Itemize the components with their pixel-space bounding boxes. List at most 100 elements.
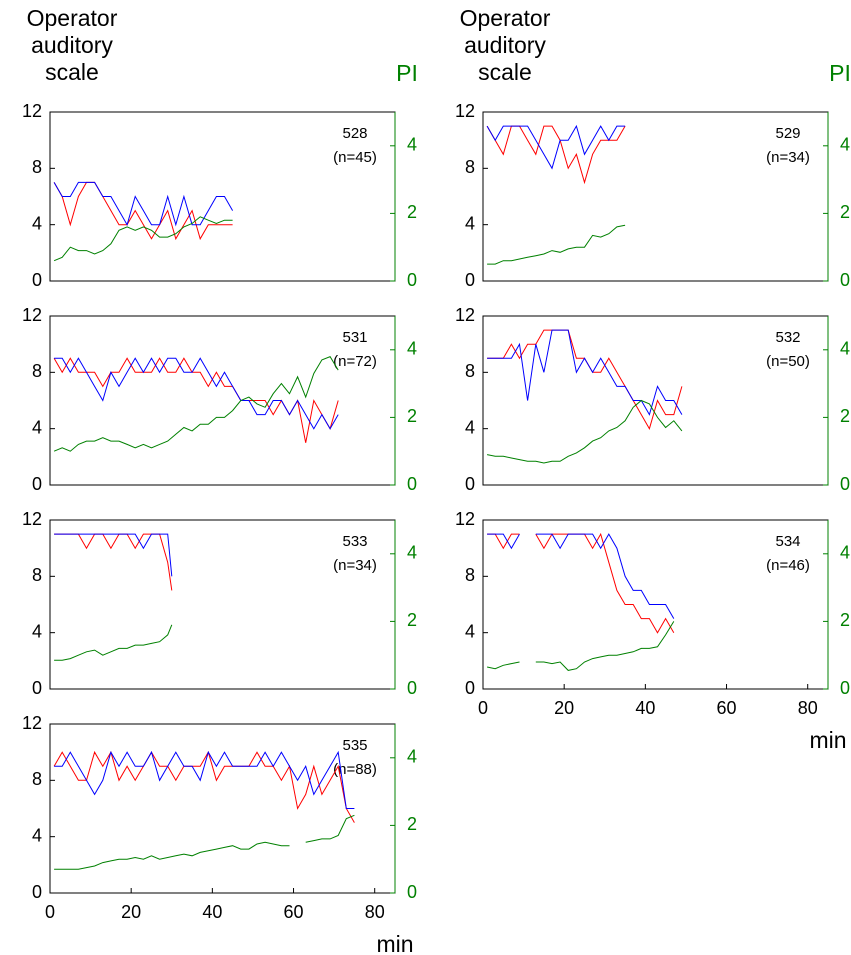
y2-tick-label: 4 [407,543,417,563]
y2-tick-label: 2 [840,610,850,630]
panel-label: 528 [342,125,367,142]
y-axis-label: auditory [464,32,546,58]
y-tick-label: 0 [465,270,475,290]
x-tick-label: 40 [202,902,222,922]
y2-tick-label: 2 [407,406,417,426]
panel-label: 535 [342,737,367,754]
x-tick-label: 0 [478,698,488,718]
y-tick-label: 8 [465,157,475,177]
panel-count: (n=34) [333,557,377,574]
y-tick-label: 8 [465,565,475,585]
y-tick-label: 0 [32,270,42,290]
panel-count: (n=50) [766,353,810,370]
y2-axis-label: PI [829,60,851,86]
series-line [54,533,173,591]
y-axis-label: auditory [31,32,113,58]
x-tick-label: 60 [284,902,304,922]
y-axis-label: scale [45,59,99,85]
y2-tick-label: 4 [407,135,417,155]
y2-axis-label: PI [396,60,418,86]
y2-tick-label: 0 [840,474,850,494]
y2-tick-label: 2 [840,406,850,426]
series-line [53,181,234,227]
y-tick-label: 8 [465,361,475,381]
y-tick-label: 4 [32,417,42,437]
series-line [53,355,339,452]
y-tick-label: 0 [465,474,475,494]
y-tick-label: 4 [465,417,475,437]
series-line [53,750,355,823]
x-tick-label: 0 [45,902,55,922]
y-tick-label: 8 [32,565,42,585]
x-tick-label: 20 [121,902,141,922]
panel-count: (n=34) [766,149,810,166]
y2-tick-label: 2 [840,202,850,222]
series-line [487,329,683,430]
y-tick-label: 4 [465,213,475,233]
y-tick-label: 12 [22,509,42,529]
y-tick-label: 12 [455,305,475,325]
y2-tick-label: 4 [840,135,850,155]
series-line [487,533,675,619]
x-tick-label: 80 [365,902,385,922]
series-line [54,357,339,430]
y2-tick-label: 0 [407,270,417,290]
y-tick-label: 4 [32,825,42,845]
y-tick-label: 12 [22,101,42,121]
y-tick-label: 0 [32,882,42,902]
x-tick-label: 40 [635,698,655,718]
y-axis-label: Operator [27,5,118,31]
series-line [54,814,355,870]
y-tick-label: 4 [465,621,475,641]
y2-tick-label: 2 [407,202,417,222]
y-tick-label: 12 [455,509,475,529]
y2-tick-label: 2 [407,814,417,834]
panel-label: 532 [775,329,800,346]
y-tick-label: 0 [32,678,42,698]
x-axis-label: min [809,727,846,753]
y-tick-label: 4 [32,621,42,641]
series-line [53,357,339,443]
panel-count: (n=45) [333,149,377,166]
y-tick-label: 8 [32,157,42,177]
x-tick-label: 60 [717,698,737,718]
panel-count: (n=88) [333,761,377,778]
panel-label: 529 [775,125,800,142]
series-line [54,624,173,661]
y2-tick-label: 0 [407,882,417,902]
y-tick-label: 0 [32,474,42,494]
y2-tick-label: 0 [407,678,417,698]
y-tick-label: 12 [22,305,42,325]
panel-count: (n=72) [333,353,377,370]
y2-tick-label: 4 [840,339,850,359]
series-line [487,532,675,634]
y-tick-label: 12 [455,101,475,121]
series-line [487,224,626,265]
y-tick-label: 4 [32,213,42,233]
series-line [486,125,626,185]
y-tick-label: 12 [22,713,42,733]
x-tick-label: 80 [798,698,818,718]
series-line [54,750,355,809]
series-line [487,329,683,416]
y2-tick-label: 4 [407,339,417,359]
series-line [486,124,626,170]
y2-tick-label: 0 [840,678,850,698]
series-line [53,216,233,262]
series-line [486,399,683,464]
y2-tick-label: 4 [840,543,850,563]
y-axis-label: scale [478,59,532,85]
panel-count: (n=46) [766,557,810,574]
y-tick-label: 8 [32,361,42,381]
panel-label: 534 [775,533,800,550]
y-tick-label: 8 [32,769,42,789]
series-line [53,181,233,241]
panel-label: 533 [342,533,367,550]
x-tick-label: 20 [554,698,574,718]
y-tick-label: 0 [465,678,475,698]
x-axis-label: min [376,931,413,955]
y2-tick-label: 0 [407,474,417,494]
y2-tick-label: 2 [407,610,417,630]
